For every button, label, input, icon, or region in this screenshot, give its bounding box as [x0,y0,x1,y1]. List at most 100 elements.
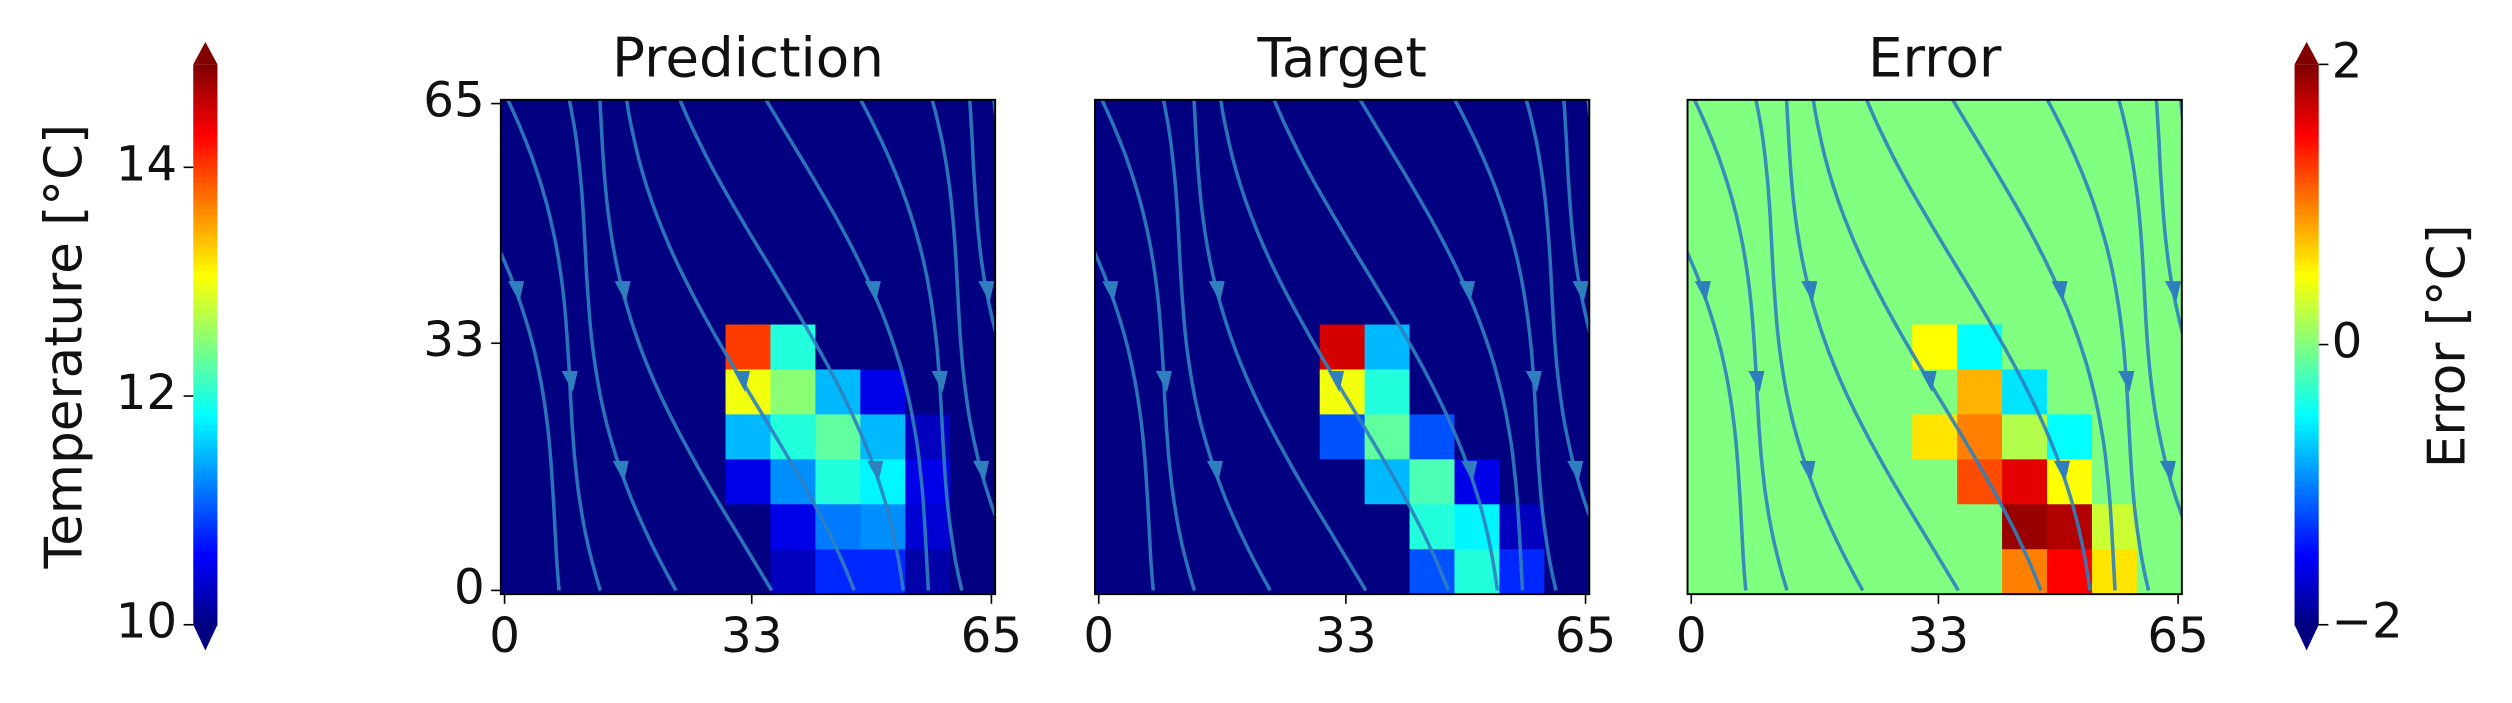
cell [905,234,952,281]
cell [770,144,817,191]
stream-arrow [733,371,750,392]
colorbar-stripe [193,353,218,360]
cell [2047,369,2093,416]
colorbar-stripe [2294,255,2319,262]
colorbar-stripe [2294,442,2319,449]
cell [1139,144,1186,191]
cell [635,324,682,371]
colorbar-stripe [2294,171,2319,178]
cell [905,324,952,371]
colorbar-stripe [2294,508,2319,514]
x-tick-label: 33 [721,608,782,664]
cell [1094,189,1141,236]
cell [1454,504,1501,551]
colorbar-stripe [2294,391,2319,397]
cell [2002,324,2048,371]
colorbar-stripe [2294,409,2319,416]
cell [1867,189,1914,236]
colorbar-stripe [2294,307,2319,313]
colorbar-stripe [2294,620,2319,626]
colorbar-stripe [2294,615,2319,622]
colorbar-stripe [193,596,218,603]
cell [635,144,682,191]
colorbar-stripe [2294,251,2319,257]
cell [1274,324,1321,371]
cell [545,414,592,461]
colorbar-stripe [2294,461,2319,467]
cell [815,99,862,146]
cell [1732,414,1779,461]
colorbar-stripe [2294,470,2319,477]
colorbar-stripe [2294,157,2319,164]
colorbar-stripe [2294,419,2319,425]
extend-top [193,41,218,65]
colorbar-stripe [193,269,218,276]
cell [1912,144,1958,191]
cell [1409,279,1456,326]
colorbar-stripe [193,209,218,215]
extend-bottom [193,624,218,651]
stream-arrow [2051,281,2068,303]
colorbar-stripe [193,536,218,542]
cell [1364,369,1411,416]
extend-top [2294,41,2319,65]
cell [1777,324,1824,371]
cell [815,234,862,281]
cell [1957,99,2003,146]
cell [1822,279,1869,326]
cell [2002,459,2048,506]
colorbar-stripe [2294,218,2319,225]
streamline [1272,99,1500,591]
colorbar-stripe [193,550,218,556]
colorbar-stripe [2294,87,2319,94]
colorbar-stripe [2294,493,2319,500]
cell [680,414,727,461]
cell [815,459,862,506]
stream-arrow [612,460,629,482]
colorbar-stripe [2294,293,2319,299]
cell [1499,189,1546,236]
colorbar-stripe [2294,465,2319,472]
colorbar-stripe [2294,283,2319,290]
cell [1409,324,1456,371]
cell [1274,234,1321,281]
cell [1229,189,1276,236]
colorbar-stripe [2294,550,2319,556]
colorbar-stripe [2294,335,2319,341]
streamline [1100,99,1197,591]
cell [1957,549,2003,595]
streamline [1524,99,1590,521]
colorbar-stripe [2294,377,2319,383]
colorbar-stripe [193,559,218,566]
colorbar-stripe [2294,428,2319,435]
colorbar-stripe [193,522,218,528]
cell [950,324,996,371]
colorbar-stripe [193,265,218,271]
cell [680,234,727,281]
streamline [1687,248,1748,591]
cell [1184,144,1231,191]
colorbar-stripe [193,363,218,369]
colorbar-stripe [193,433,218,439]
colorbar-stripe [193,288,218,295]
colorbar-stripe [193,526,218,533]
x-tick-label: 0 [489,608,520,664]
cell [1364,99,1411,146]
cell [1274,549,1321,595]
cell [1409,504,1456,551]
cell [635,459,682,506]
colorbar-stripe [2294,433,2319,439]
colorbar-stripe [2294,367,2319,374]
cell [590,189,637,236]
colorbar-stripe [2294,288,2319,295]
stream-arrow [1155,371,1172,392]
colorbar-stripe [193,601,218,608]
colorbar-tick-label: 10 [116,594,177,650]
colorbar-stripe [193,339,218,346]
streamline [1950,99,2117,591]
colorbar-stripe [2294,564,2319,570]
cell [770,369,817,416]
colorbar-stripe [193,610,218,617]
cell [680,504,727,551]
cell [1319,459,1366,506]
